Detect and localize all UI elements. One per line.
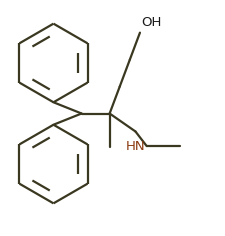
Text: OH: OH — [140, 16, 161, 29]
Text: HN: HN — [125, 139, 144, 153]
